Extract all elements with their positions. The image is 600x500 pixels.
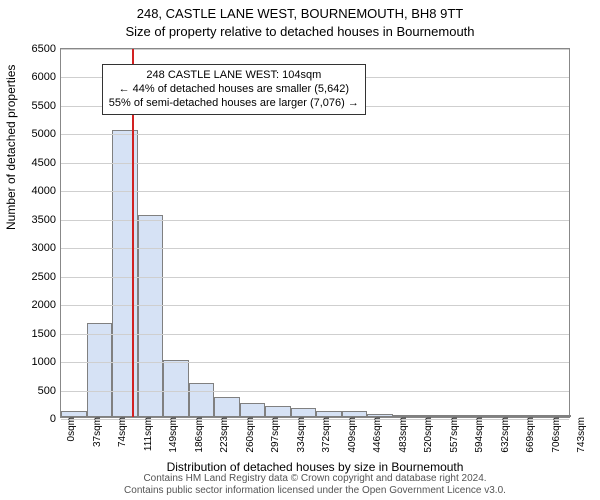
x-tick-label: 37sqm: [90, 417, 103, 447]
x-tick-label: 520sqm: [421, 417, 434, 453]
histogram-bar: [265, 406, 291, 417]
footer-line1: Contains HM Land Registry data © Crown c…: [60, 473, 570, 485]
histogram-bar: [291, 408, 317, 417]
x-tick-label: 111sqm: [141, 417, 154, 451]
histogram-bar: [189, 383, 215, 417]
gridline: [61, 191, 569, 192]
gridline: [61, 305, 569, 306]
annotation-line2: ← 44% of detached houses are smaller (5,…: [109, 82, 359, 96]
footer-line2: Contains public sector information licen…: [60, 485, 570, 497]
gridline: [61, 391, 569, 392]
x-tick-label: 223sqm: [217, 417, 230, 453]
y-tick-label: 0: [50, 413, 61, 425]
gridline: [61, 419, 569, 420]
y-tick-label: 2500: [32, 271, 61, 283]
y-tick-label: 4000: [32, 185, 61, 197]
y-tick-label: 5000: [32, 128, 61, 140]
x-tick-label: 557sqm: [447, 417, 460, 453]
x-tick-label: 186sqm: [192, 417, 205, 453]
y-tick-label: 4500: [32, 157, 61, 169]
histogram-bar: [87, 323, 113, 417]
y-tick-label: 500: [38, 385, 61, 397]
footer-attribution: Contains HM Land Registry data © Crown c…: [60, 473, 570, 496]
x-tick-label: 743sqm: [574, 417, 587, 453]
gridline: [61, 220, 569, 221]
gridline: [61, 49, 569, 50]
y-tick-label: 2000: [32, 299, 61, 311]
plot-area: 248 CASTLE LANE WEST: 104sqm ← 44% of de…: [60, 48, 570, 418]
x-tick-label: 594sqm: [472, 417, 485, 453]
histogram-bar: [240, 403, 266, 417]
x-tick-label: 706sqm: [549, 417, 562, 453]
chart-title-line2: Size of property relative to detached ho…: [0, 24, 600, 39]
x-tick-label: 669sqm: [523, 417, 536, 453]
histogram-bar: [138, 215, 164, 417]
histogram-bar: [214, 397, 240, 417]
x-tick-label: 372sqm: [319, 417, 332, 453]
y-tick-label: 6500: [32, 43, 61, 55]
gridline: [61, 248, 569, 249]
y-axis-label: Number of detached properties: [4, 65, 18, 230]
annotation-box: 248 CASTLE LANE WEST: 104sqm ← 44% of de…: [102, 64, 366, 115]
y-tick-label: 6000: [32, 71, 61, 83]
annotation-line3: 55% of semi-detached houses are larger (…: [109, 96, 359, 110]
y-tick-label: 1000: [32, 356, 61, 368]
y-tick-label: 3000: [32, 242, 61, 254]
x-tick-label: 260sqm: [243, 417, 256, 453]
x-tick-label: 74sqm: [115, 417, 128, 447]
y-tick-label: 5500: [32, 100, 61, 112]
gridline: [61, 163, 569, 164]
x-tick-label: 446sqm: [370, 417, 383, 453]
y-tick-label: 1500: [32, 328, 61, 340]
gridline: [61, 277, 569, 278]
x-tick-label: 483sqm: [396, 417, 409, 453]
gridline: [61, 134, 569, 135]
gridline: [61, 334, 569, 335]
x-tick-label: 334sqm: [294, 417, 307, 453]
x-tick-label: 149sqm: [166, 417, 179, 453]
chart-title-line1: 248, CASTLE LANE WEST, BOURNEMOUTH, BH8 …: [0, 6, 600, 21]
x-tick-label: 632sqm: [498, 417, 511, 453]
x-tick-label: 297sqm: [268, 417, 281, 453]
x-axis-label: Distribution of detached houses by size …: [60, 460, 570, 474]
gridline: [61, 362, 569, 363]
x-tick-label: 0sqm: [64, 417, 77, 441]
x-tick-label: 409sqm: [345, 417, 358, 453]
annotation-line1: 248 CASTLE LANE WEST: 104sqm: [109, 68, 359, 82]
y-tick-label: 3500: [32, 214, 61, 226]
histogram-bar: [163, 360, 189, 417]
